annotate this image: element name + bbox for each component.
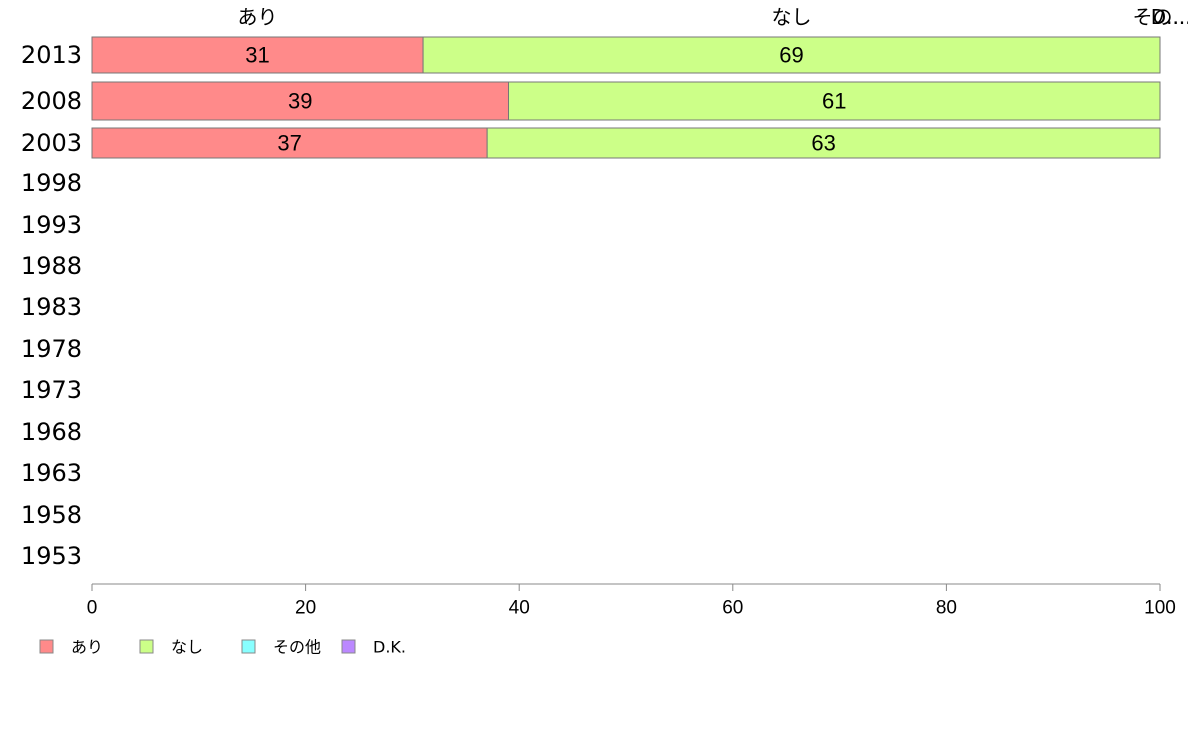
legend-label-0: あり	[71, 638, 103, 657]
year-label-1973: 1973	[21, 376, 82, 404]
top-label-1: なし	[772, 5, 812, 29]
year-label-2008: 2008	[21, 87, 82, 115]
bar-2003-series-1	[486, 127, 1161, 159]
x-axis: 0 20 40 60 80 100	[87, 583, 1176, 619]
bar-2008-series-1	[508, 81, 1161, 121]
legend-label-1: なし	[171, 638, 203, 657]
year-label-1983: 1983	[21, 293, 82, 321]
bar-value-2003-series-0: 37	[277, 131, 301, 156]
top-label-2: その...	[1132, 5, 1188, 29]
x-tick-label-20: 20	[295, 598, 316, 619]
bar-value-2013-series-1: 69	[779, 43, 803, 68]
bars-group	[91, 36, 1161, 159]
legend-swatch-2	[241, 639, 256, 654]
x-tick-label-0: 0	[87, 598, 98, 619]
legend-swatch-3	[341, 639, 356, 654]
year-label-1978: 1978	[21, 335, 82, 363]
legend-label-3: D.K.	[373, 638, 406, 657]
year-label-1998: 1998	[21, 169, 82, 197]
legend-label-2: その他	[273, 638, 321, 657]
bar-2013-series-1	[422, 36, 1161, 74]
year-axis-labels: 2013 2008 2003 1998 1993 1988 1983 1978 1973 1968…	[21, 41, 82, 570]
year-label-1958: 1958	[21, 501, 82, 529]
year-label-1988: 1988	[21, 252, 82, 280]
year-label-1968: 1968	[21, 418, 82, 446]
bar-2008-series-0	[91, 81, 510, 121]
year-label-2003: 2003	[21, 129, 82, 157]
bar-2003-series-0	[91, 127, 488, 159]
x-tick-label-100: 100	[1144, 598, 1176, 619]
x-tick-label-80: 80	[936, 598, 957, 619]
bar-value-2003-series-1: 63	[811, 131, 835, 156]
year-label-2013: 2013	[21, 41, 82, 69]
bar-value-2008-series-1: 61	[822, 89, 846, 114]
x-tick-label-60: 60	[722, 598, 743, 619]
bar-value-labels: 31 69 39 61 37 63	[245, 43, 846, 156]
year-label-1953: 1953	[21, 542, 82, 570]
top-category-labels: あり なし その...D...	[238, 5, 1188, 29]
legend: あり なし その他 D.K.	[39, 638, 406, 657]
legend-swatch-0	[39, 639, 54, 654]
bar-value-2008-series-0: 39	[288, 89, 312, 114]
top-label-0: あり	[238, 5, 278, 29]
bar-value-2013-series-0: 31	[245, 43, 269, 68]
bar-2013-series-0	[91, 36, 424, 74]
year-label-1993: 1993	[21, 211, 82, 239]
x-tick-label-40: 40	[509, 598, 530, 619]
legend-swatch-1	[139, 639, 154, 654]
top-label-overlap: D...	[1151, 5, 1185, 29]
year-label-1963: 1963	[21, 459, 82, 487]
